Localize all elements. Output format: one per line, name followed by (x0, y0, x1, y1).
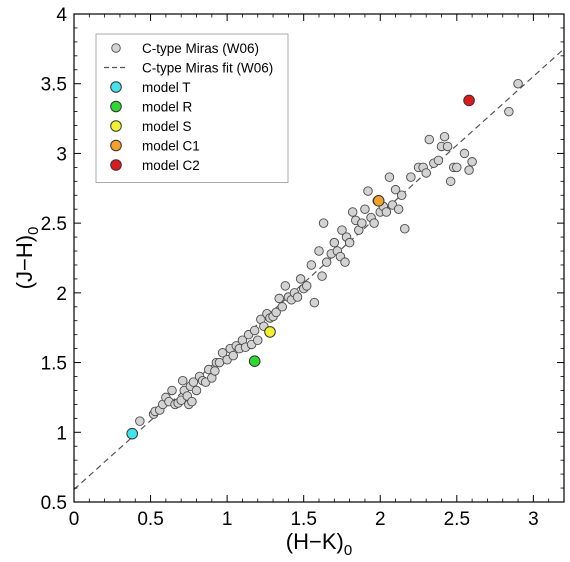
data-point (406, 172, 416, 182)
data-point (381, 207, 392, 217)
data-point (167, 385, 177, 396)
data-point (452, 162, 462, 173)
x-axis-title-main: (H−K) (286, 529, 344, 554)
x-axis-title-subscript: 0 (344, 542, 352, 559)
data-point (252, 335, 263, 346)
data-point (274, 293, 284, 304)
legend-label: model C2 (142, 158, 200, 173)
x-tick-label: 0 (69, 509, 80, 530)
y-tick-label: 2.5 (41, 214, 67, 235)
data-point (317, 271, 327, 281)
legend-symbol-model-c2 (110, 159, 122, 171)
y-tick-label: 3.5 (41, 75, 67, 96)
x-tick-label: 2 (375, 509, 386, 530)
y-tick-label: 3 (56, 144, 67, 165)
data-point (464, 165, 474, 175)
data-point (292, 292, 303, 302)
data-point (217, 348, 228, 358)
data-point (396, 190, 407, 201)
data-point (306, 260, 317, 270)
y-axis-title-subscript: 0 (25, 227, 42, 235)
data-point (135, 416, 145, 426)
data-point (504, 106, 514, 117)
legend-label: C-type Miras (W06) (142, 41, 259, 56)
data-point (191, 385, 202, 396)
data-point (459, 148, 470, 159)
legend-label: C-type Miras fit (W06) (142, 61, 273, 76)
x-tick-label: 0.5 (137, 509, 163, 530)
data-point (188, 377, 199, 387)
y-axis-title-main: (J−H) (12, 235, 37, 289)
data-point (277, 302, 288, 312)
y-tick-label: 1.5 (41, 354, 67, 375)
model-point-model-t (126, 427, 138, 440)
data-point (210, 366, 220, 376)
data-point (340, 257, 350, 267)
data-point (467, 157, 477, 167)
axes-layer: 0 0.5 1 1.5 2 2.5 30.511.522.533.54 (41, 5, 565, 530)
data-point (302, 281, 312, 291)
marks-layer (73, 48, 565, 490)
legend-symbol-model-r (110, 100, 122, 113)
data-point (314, 246, 324, 256)
data-point (513, 78, 523, 89)
x-tick-label: 3 (528, 509, 539, 530)
legend-symbol-model-c1 (110, 139, 122, 152)
data-point (360, 204, 370, 214)
y-tick-label: 4 (56, 5, 67, 26)
data-point (442, 141, 453, 152)
legend-box (95, 33, 289, 183)
data-point (344, 237, 355, 248)
data-point (187, 396, 197, 407)
data-point (363, 186, 373, 196)
model-point-model-c2 (463, 94, 475, 107)
y-tick-label: 1 (56, 423, 67, 444)
legend-label: model R (142, 100, 193, 115)
data-point (445, 176, 456, 187)
data-point (421, 168, 431, 178)
legend-symbol-model-s (110, 120, 122, 132)
x-tick-label: 1.5 (290, 509, 316, 530)
legend-symbol-miras (111, 43, 121, 53)
data-point (424, 134, 435, 145)
data-point (318, 218, 329, 228)
legend-label: model T (142, 80, 191, 95)
legend-label: model C1 (142, 139, 200, 154)
data-point (357, 218, 367, 228)
data-point (390, 184, 401, 195)
y-tick-label: 0.5 (41, 493, 67, 514)
y-axis-title: (J−H)0 (12, 227, 42, 290)
data-point (228, 350, 238, 361)
x-tick-label: 1 (222, 509, 233, 530)
data-point (369, 218, 379, 228)
data-point (384, 172, 395, 182)
model-point-model-c1 (372, 195, 385, 207)
legend-symbol-model-t (110, 81, 122, 93)
data-point (280, 281, 291, 291)
legend-entries: C-type Miras (W06) C-type Miras fit (W06)… (104, 41, 273, 173)
legend-label: model S (142, 119, 192, 134)
data-point (393, 204, 404, 214)
x-tick-label: 2.5 (444, 509, 470, 530)
data-point (295, 274, 306, 284)
data-point (309, 297, 320, 308)
data-point (249, 325, 260, 336)
model-point-model-r (248, 355, 261, 367)
y-tick-label: 2 (56, 284, 67, 305)
data-point (329, 237, 340, 248)
data-point (177, 375, 188, 386)
data-point (271, 307, 281, 318)
data-point (347, 207, 358, 217)
data-point (321, 257, 332, 267)
legend: C-type Miras (W06) C-type Miras fit (W06)… (95, 33, 289, 183)
model-point-model-s (264, 326, 276, 338)
data-point (433, 155, 444, 166)
data-point (337, 225, 347, 235)
data-point (400, 223, 410, 234)
data-point (439, 131, 450, 142)
x-axis-title: (H−K)0 (286, 529, 352, 559)
